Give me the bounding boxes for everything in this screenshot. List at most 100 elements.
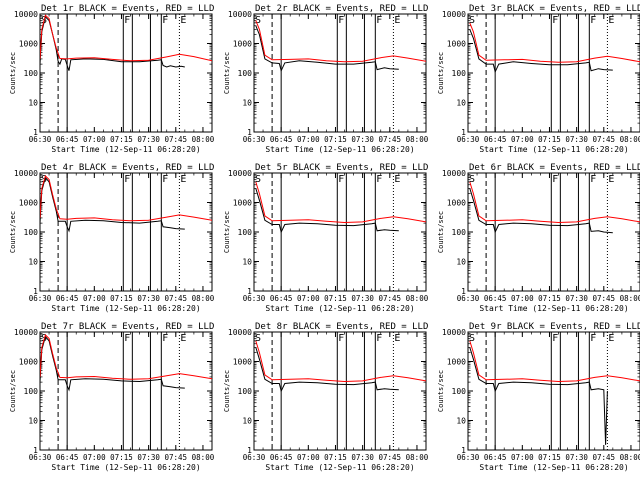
y-tick-label: 10000 bbox=[442, 169, 466, 178]
y-tick-label: 10000 bbox=[228, 328, 252, 337]
x-tick-label: 07:30 bbox=[351, 453, 374, 462]
x-tick-label: 07:15 bbox=[324, 135, 347, 144]
x-tick-label: 06:30 bbox=[457, 294, 480, 303]
chart-panel-8: Det 8r BLACK = Events, RED = LLD 1 10 100 10… bbox=[223, 322, 429, 472]
y-tick-label: 1 bbox=[247, 446, 252, 455]
x-tick-label: 08:00 bbox=[406, 135, 429, 144]
x-tick-label: 08:00 bbox=[192, 294, 215, 303]
y-axis-label: Counts/sec bbox=[9, 370, 17, 412]
plot-frame bbox=[253, 13, 427, 133]
series-lld-line bbox=[40, 174, 212, 222]
x-tick-label: 07:15 bbox=[324, 453, 347, 462]
x-tick-label: 08:00 bbox=[406, 294, 429, 303]
x-axis-label: Start Time (12-Sep-11 06:28:20) bbox=[479, 304, 628, 313]
series-lld-line bbox=[255, 20, 426, 63]
chart-title: Det 6r BLACK = Events, RED = LLD bbox=[469, 163, 640, 173]
y-axis-label: Counts/sec bbox=[437, 52, 445, 94]
x-tick-label: 07:30 bbox=[565, 453, 588, 462]
x-tick-label: 07:45 bbox=[379, 135, 402, 144]
x-tick-label: 06:45 bbox=[270, 135, 293, 144]
x-tick-label: 06:45 bbox=[484, 294, 507, 303]
event-marker-label: F bbox=[552, 333, 558, 344]
plot-frame bbox=[253, 172, 427, 292]
x-tick-label: 06:30 bbox=[29, 453, 52, 462]
y-tick-label: 10 bbox=[28, 417, 38, 426]
y-tick-label: 10 bbox=[28, 258, 38, 267]
x-tick-label: 07:00 bbox=[297, 453, 320, 462]
chart-title: Det 3r BLACK = Events, RED = LLD bbox=[469, 4, 640, 14]
y-tick-label: 1000 bbox=[233, 358, 252, 367]
event-marker-label: F bbox=[590, 174, 596, 185]
y-tick-label: 100 bbox=[452, 228, 467, 237]
y-axis-label: Counts/sec bbox=[223, 211, 231, 253]
y-tick-label: 1 bbox=[247, 287, 252, 296]
y-tick-label: 10000 bbox=[228, 10, 252, 19]
event-marker-label: F bbox=[162, 15, 168, 26]
series-lld-line bbox=[40, 14, 212, 62]
y-tick-label: 10000 bbox=[14, 328, 38, 337]
x-tick-label: 07:15 bbox=[110, 453, 133, 462]
x-tick-label: 06:45 bbox=[56, 135, 79, 144]
chart-panel-1: Det 1r BLACK = Events, RED = LLD 1 10 100 10… bbox=[9, 4, 215, 154]
event-marker-label: F bbox=[338, 15, 344, 26]
x-tick-label: 08:00 bbox=[620, 135, 640, 144]
event-marker-label: E bbox=[608, 174, 614, 185]
y-axis-label: Counts/sec bbox=[437, 211, 445, 253]
x-tick-label: 07:00 bbox=[511, 294, 534, 303]
y-axis-label: Counts/sec bbox=[223, 370, 231, 412]
plot-frame bbox=[467, 331, 640, 451]
event-marker-label: S bbox=[255, 174, 261, 185]
x-tick-label: 07:15 bbox=[538, 294, 561, 303]
event-marker-label: E bbox=[180, 174, 186, 185]
x-tick-label: 07:15 bbox=[324, 294, 347, 303]
event-marker-label: F bbox=[376, 15, 382, 26]
event-marker-label: F bbox=[338, 333, 344, 344]
chart-title: Det 5r BLACK = Events, RED = LLD bbox=[255, 163, 428, 173]
y-tick-label: 100 bbox=[452, 387, 467, 396]
x-tick-label: 07:45 bbox=[165, 294, 188, 303]
x-tick-label: 07:15 bbox=[538, 453, 561, 462]
series-events-line bbox=[469, 347, 608, 445]
event-marker-label: F bbox=[552, 174, 558, 185]
chart-title: Det 1r BLACK = Events, RED = LLD bbox=[41, 4, 214, 14]
x-tick-label: 07:45 bbox=[593, 453, 616, 462]
event-marker-label: E bbox=[608, 15, 614, 26]
x-tick-label: 07:15 bbox=[538, 135, 561, 144]
x-tick-label: 07:15 bbox=[110, 135, 133, 144]
chart-title: Det 7r BLACK = Events, RED = LLD bbox=[41, 322, 214, 332]
plot-frame bbox=[39, 172, 213, 292]
x-tick-label: 07:30 bbox=[351, 294, 374, 303]
x-tick-label: 06:30 bbox=[243, 453, 266, 462]
x-tick-label: 07:00 bbox=[83, 453, 106, 462]
x-tick-label: 07:45 bbox=[593, 135, 616, 144]
series-events-line bbox=[469, 29, 613, 74]
x-tick-label: 07:45 bbox=[165, 453, 188, 462]
y-tick-label: 1000 bbox=[19, 358, 38, 367]
x-tick-label: 07:15 bbox=[110, 294, 133, 303]
event-marker-label: F bbox=[552, 15, 558, 26]
event-marker-label: F bbox=[376, 333, 382, 344]
y-tick-label: 100 bbox=[238, 387, 253, 396]
event-marker-label: F bbox=[162, 174, 168, 185]
x-tick-label: 07:00 bbox=[83, 135, 106, 144]
x-axis-label: Start Time (12-Sep-11 06:28:20) bbox=[51, 304, 200, 313]
y-tick-label: 100 bbox=[24, 228, 39, 237]
x-tick-label: 07:00 bbox=[511, 135, 534, 144]
x-tick-label: 08:00 bbox=[620, 453, 640, 462]
event-marker-label: S bbox=[469, 15, 475, 26]
plot-frame bbox=[467, 172, 640, 292]
x-tick-label: 06:30 bbox=[243, 294, 266, 303]
x-tick-label: 06:30 bbox=[29, 294, 52, 303]
chart-panel-4: Det 4r BLACK = Events, RED = LLD 1 10 100 10… bbox=[9, 163, 215, 313]
event-marker-label: E bbox=[608, 333, 614, 344]
x-tick-label: 07:45 bbox=[379, 294, 402, 303]
y-tick-label: 100 bbox=[24, 69, 39, 78]
series-events-line bbox=[255, 25, 399, 73]
y-tick-label: 1000 bbox=[19, 40, 38, 49]
x-tick-label: 06:45 bbox=[484, 453, 507, 462]
y-tick-label: 10 bbox=[242, 99, 252, 108]
x-axis-label: Start Time (12-Sep-11 06:28:20) bbox=[51, 145, 200, 154]
x-tick-label: 08:00 bbox=[406, 453, 429, 462]
y-tick-label: 10000 bbox=[14, 10, 38, 19]
